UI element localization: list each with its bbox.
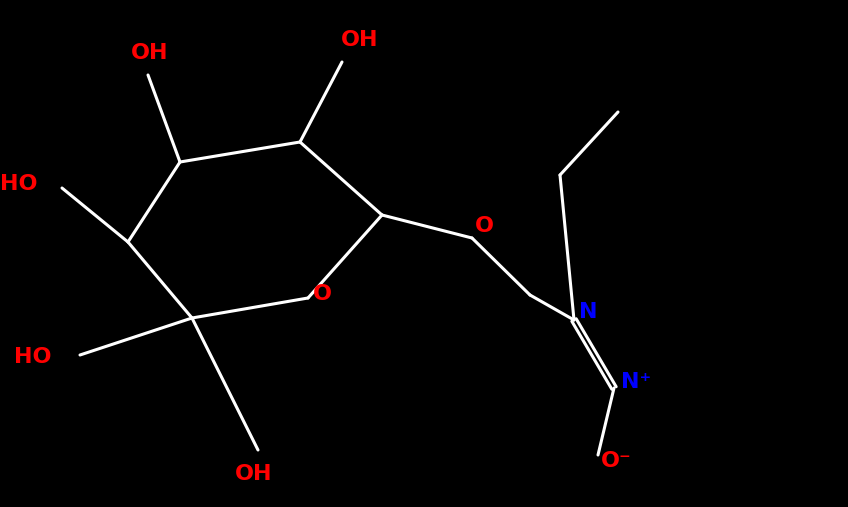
Text: O: O [475, 216, 494, 236]
Text: OH: OH [131, 43, 169, 63]
Text: O⁻: O⁻ [600, 451, 632, 471]
Text: HO: HO [1, 174, 38, 194]
Text: O: O [313, 284, 332, 304]
Text: N: N [578, 302, 597, 322]
Text: HO: HO [14, 347, 52, 367]
Text: OH: OH [235, 464, 273, 484]
Text: N⁺: N⁺ [621, 372, 651, 392]
Text: OH: OH [341, 30, 379, 50]
